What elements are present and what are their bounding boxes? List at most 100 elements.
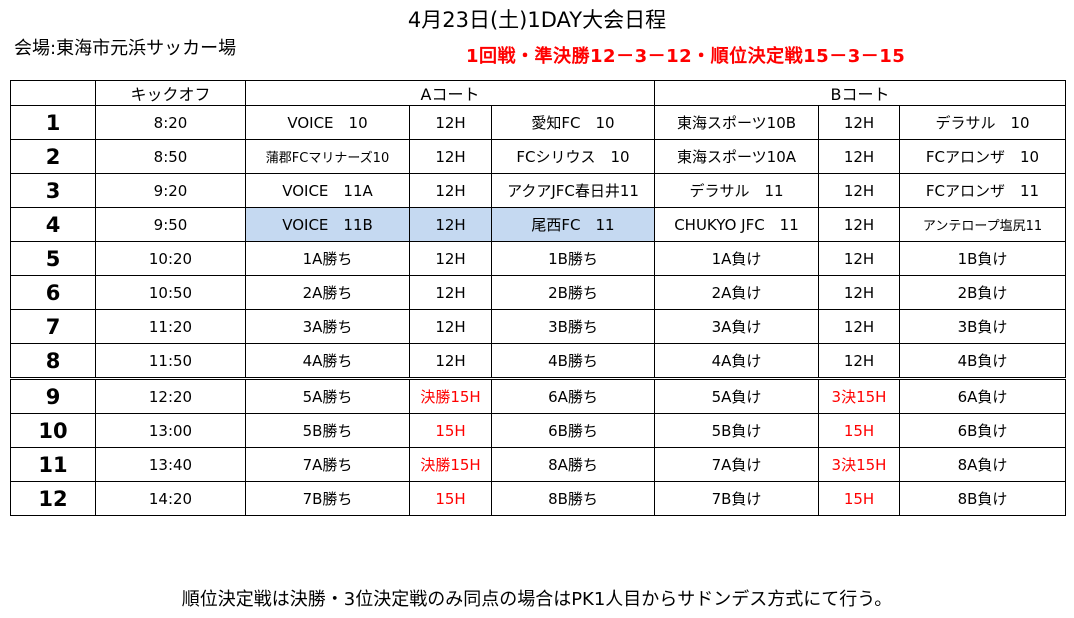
court-b-match-length: 12H (818, 207, 900, 242)
court-b-team-1: 東海スポーツ10B (654, 105, 819, 140)
court-b-match-length: 15H (818, 481, 900, 516)
table-row: 8 11:50 4A勝ち 12H 4B勝ち 4A負け 12H 4B負け (10, 343, 1067, 379)
kickoff-time: 8:20 (95, 105, 246, 140)
court-b-team-1: 4A負け (654, 343, 819, 379)
header-court-a: Aコート (245, 80, 655, 106)
header-kickoff: キックオフ (95, 80, 246, 106)
court-b-team-2: 8B負け (898, 481, 1067, 516)
court-a-team-1: VOICE 10 (245, 105, 410, 140)
court-a-team-1: 7B勝ち (245, 481, 410, 516)
kickoff-time: 8:50 (95, 139, 246, 174)
table-row: 5 10:20 1A勝ち 12H 1B勝ち 1A負け 12H 1B負け (10, 241, 1067, 276)
kickoff-time: 13:40 (95, 447, 246, 482)
kickoff-time: 9:20 (95, 173, 246, 208)
page-title: 4月23日(土)1DAY大会日程 (407, 8, 667, 32)
table-row: 4 9:50 VOICE 11B 12H 尾西FC 11 CHUKYO JFC 11 12H… (10, 207, 1067, 242)
court-a-team-2: 3B勝ち (491, 309, 655, 344)
kickoff-time: 13:00 (95, 413, 246, 448)
court-b-match-length: 12H (818, 343, 900, 379)
court-b-match-length: 15H (818, 413, 900, 448)
row-number: 11 (10, 447, 96, 482)
court-b-team-1: 5B負け (654, 413, 819, 448)
header-no (10, 80, 96, 106)
court-b-team-1: 東海スポーツ10A (654, 139, 819, 174)
row-number: 8 (10, 343, 96, 379)
court-a-team-2: 6B勝ち (491, 413, 655, 448)
court-a-team-1: 7A勝ち (245, 447, 410, 482)
court-a-team-2: 8B勝ち (491, 481, 655, 516)
court-b-team-2: 8A負け (898, 447, 1067, 482)
row-number: 5 (10, 241, 96, 276)
row-number: 2 (10, 139, 96, 174)
court-a-team-2: 6A勝ち (491, 377, 655, 414)
court-a-match-length: 12H (409, 173, 492, 208)
row-number: 12 (10, 481, 96, 516)
table-row: 2 8:50 蒲郡FCマリナーズ10 12H FCシリウス 10 東海スポーツ10A 12H… (10, 139, 1067, 174)
court-a-team-2: 1B勝ち (491, 241, 655, 276)
court-b-team-1: 7A負け (654, 447, 819, 482)
court-a-team-2: 2B勝ち (491, 275, 655, 310)
table-row: 10 13:00 5B勝ち 15H 6B勝ち 5B負け 15H 6B負け (10, 413, 1067, 448)
court-b-team-2: 6A負け (898, 377, 1067, 414)
court-a-match-length: 12H (409, 275, 492, 310)
table-row: 6 10:50 2A勝ち 12H 2B勝ち 2A負け 12H 2B負け (10, 275, 1067, 310)
court-a-match-length: 15H (409, 481, 492, 516)
court-b-team-2: FCアロンザ 10 (898, 139, 1067, 174)
venue-label: 会場:東海市元浜サッカー場 (14, 38, 237, 59)
court-a-match-length: 決勝15H (409, 377, 492, 414)
court-b-match-length: 12H (818, 173, 900, 208)
court-b-team-1: CHUKYO JFC 11 (654, 207, 819, 242)
match-format: 1回戦・準決勝12－3－12・順位決定戦15－3－15 (466, 46, 906, 67)
court-a-team-1: 1A勝ち (245, 241, 410, 276)
court-b-match-length: 12H (818, 275, 900, 310)
row-number: 9 (10, 377, 96, 414)
footnote: 順位決定戦は決勝・3位決定戦のみ同点の場合はPK1人目からサドンデス方式にて行う… (181, 589, 893, 610)
court-b-team-1: 3A負け (654, 309, 819, 344)
court-b-team-2: 1B負け (898, 241, 1067, 276)
court-b-team-2: 6B負け (898, 413, 1067, 448)
header-court-b: Bコート (653, 80, 1067, 106)
court-a-team-1: 5A勝ち (245, 377, 410, 414)
court-b-team-1: 1A負け (654, 241, 819, 276)
court-a-match-length: 12H (409, 241, 492, 276)
court-b-team-2: 2B負け (898, 275, 1067, 310)
kickoff-time: 14:20 (95, 481, 246, 516)
court-a-team-1: 5B勝ち (245, 413, 410, 448)
court-a-match-length: 12H (409, 309, 492, 344)
court-a-match-length: 12H (409, 139, 492, 174)
table-row: 12 14:20 7B勝ち 15H 8B勝ち 7B負け 15H 8B負け (10, 481, 1067, 516)
court-b-team-1: 2A負け (654, 275, 819, 310)
court-a-match-length: 決勝15H (409, 447, 492, 482)
schedule-table: キックオフ Aコート Bコート 1 8:20 VOICE 10 12H 愛知FC 10 東… (10, 80, 1067, 516)
kickoff-time: 9:50 (95, 207, 246, 242)
court-a-team-2: アクアJFC春日井11 (491, 173, 655, 208)
court-b-match-length: 12H (818, 139, 900, 174)
court-a-team-2: 尾西FC 11 (491, 207, 655, 242)
table-row: 3 9:20 VOICE 11A 12H アクアJFC春日井11 デラサル 11 12H FC… (10, 173, 1067, 208)
court-a-team-2: 愛知FC 10 (491, 105, 655, 140)
court-b-match-length: 12H (818, 309, 900, 344)
row-number: 3 (10, 173, 96, 208)
court-a-match-length: 12H (409, 105, 492, 140)
court-a-team-1: VOICE 11A (245, 173, 410, 208)
court-a-match-length: 12H (409, 207, 492, 242)
row-number: 4 (10, 207, 96, 242)
court-b-team-1: デラサル 11 (654, 173, 819, 208)
court-b-match-length: 12H (818, 105, 900, 140)
court-a-team-1: 2A勝ち (245, 275, 410, 310)
row-number: 10 (10, 413, 96, 448)
court-a-team-1: 蒲郡FCマリナーズ10 (245, 139, 410, 174)
court-b-match-length: 12H (818, 241, 900, 276)
kickoff-time: 10:50 (95, 275, 246, 310)
table-row: 1 8:20 VOICE 10 12H 愛知FC 10 東海スポーツ10B 12H デラサル … (10, 105, 1067, 140)
kickoff-time: 12:20 (95, 377, 246, 414)
court-b-team-2: アンテロープ塩尻11 (898, 207, 1067, 242)
kickoff-time: 11:50 (95, 343, 246, 379)
court-a-team-2: 8A勝ち (491, 447, 655, 482)
row-number: 6 (10, 275, 96, 310)
court-a-match-length: 12H (409, 343, 492, 379)
court-b-match-length: 3決15H (818, 447, 900, 482)
court-b-team-2: 3B負け (898, 309, 1067, 344)
court-b-match-length: 3決15H (818, 377, 900, 414)
court-a-team-2: FCシリウス 10 (491, 139, 655, 174)
